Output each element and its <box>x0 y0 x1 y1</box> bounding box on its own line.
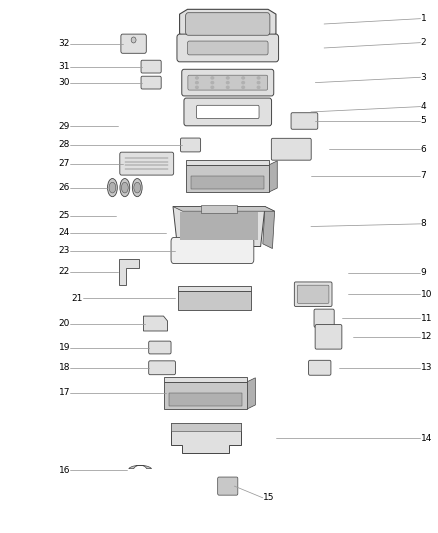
Ellipse shape <box>121 182 128 193</box>
Ellipse shape <box>257 86 260 88</box>
FancyBboxPatch shape <box>141 60 161 73</box>
Ellipse shape <box>131 37 136 43</box>
Polygon shape <box>180 212 258 240</box>
FancyBboxPatch shape <box>308 360 331 375</box>
FancyBboxPatch shape <box>188 75 268 90</box>
Text: 15: 15 <box>263 494 274 502</box>
Polygon shape <box>173 207 265 246</box>
FancyBboxPatch shape <box>184 98 272 126</box>
Ellipse shape <box>242 82 244 84</box>
Polygon shape <box>129 465 152 469</box>
Text: 2: 2 <box>420 38 426 47</box>
Text: 11: 11 <box>420 314 432 322</box>
Polygon shape <box>263 207 275 248</box>
FancyBboxPatch shape <box>291 112 318 129</box>
Text: 14: 14 <box>420 434 432 442</box>
Ellipse shape <box>257 82 260 84</box>
Text: 5: 5 <box>420 117 426 125</box>
FancyBboxPatch shape <box>197 106 259 118</box>
Text: 12: 12 <box>420 333 432 341</box>
Ellipse shape <box>120 179 130 197</box>
FancyBboxPatch shape <box>148 361 175 375</box>
Text: 19: 19 <box>59 343 70 352</box>
FancyBboxPatch shape <box>141 76 161 89</box>
Ellipse shape <box>196 77 198 79</box>
FancyBboxPatch shape <box>314 309 334 327</box>
Polygon shape <box>186 160 269 165</box>
Ellipse shape <box>226 86 229 88</box>
Text: 3: 3 <box>420 73 426 82</box>
Text: 27: 27 <box>59 159 70 168</box>
Polygon shape <box>143 316 167 331</box>
FancyBboxPatch shape <box>171 423 241 431</box>
FancyBboxPatch shape <box>315 325 342 349</box>
FancyBboxPatch shape <box>121 34 146 53</box>
Ellipse shape <box>257 77 260 79</box>
Text: 28: 28 <box>59 141 70 149</box>
Ellipse shape <box>226 77 229 79</box>
Ellipse shape <box>134 182 141 193</box>
FancyBboxPatch shape <box>180 138 201 152</box>
FancyBboxPatch shape <box>182 69 274 96</box>
Polygon shape <box>178 291 251 310</box>
Ellipse shape <box>211 82 214 84</box>
FancyBboxPatch shape <box>186 13 270 35</box>
FancyBboxPatch shape <box>218 477 238 495</box>
Ellipse shape <box>196 86 198 88</box>
Text: 13: 13 <box>420 364 432 372</box>
Text: 25: 25 <box>59 212 70 220</box>
Text: 17: 17 <box>59 389 70 397</box>
Polygon shape <box>201 206 237 213</box>
FancyBboxPatch shape <box>169 393 243 406</box>
FancyBboxPatch shape <box>297 285 329 303</box>
Polygon shape <box>171 423 241 453</box>
Text: 20: 20 <box>59 319 70 328</box>
Ellipse shape <box>132 179 142 197</box>
Text: 26: 26 <box>59 183 70 192</box>
Ellipse shape <box>107 179 117 197</box>
Polygon shape <box>173 207 275 211</box>
FancyBboxPatch shape <box>120 152 173 175</box>
Text: 1: 1 <box>420 14 426 23</box>
Text: 23: 23 <box>59 246 70 255</box>
FancyBboxPatch shape <box>171 237 254 263</box>
Polygon shape <box>186 165 269 192</box>
Ellipse shape <box>211 77 214 79</box>
FancyBboxPatch shape <box>294 282 332 306</box>
FancyBboxPatch shape <box>191 176 265 189</box>
Text: 8: 8 <box>420 220 426 228</box>
Text: 21: 21 <box>72 294 83 303</box>
Text: 31: 31 <box>59 62 70 71</box>
Text: 18: 18 <box>59 364 70 372</box>
Ellipse shape <box>226 82 229 84</box>
Polygon shape <box>247 378 255 409</box>
FancyBboxPatch shape <box>148 341 171 354</box>
Text: 7: 7 <box>420 172 426 180</box>
Text: 4: 4 <box>420 102 426 111</box>
Polygon shape <box>164 377 247 382</box>
Text: 9: 9 <box>420 269 426 277</box>
Text: 24: 24 <box>59 229 70 237</box>
Polygon shape <box>164 382 247 409</box>
Ellipse shape <box>242 86 244 88</box>
FancyBboxPatch shape <box>187 41 268 55</box>
Text: 30: 30 <box>59 78 70 87</box>
Text: 29: 29 <box>59 122 70 131</box>
Polygon shape <box>119 259 139 285</box>
Text: 22: 22 <box>59 268 70 276</box>
Polygon shape <box>180 9 276 39</box>
Text: 6: 6 <box>420 145 426 154</box>
FancyBboxPatch shape <box>177 34 279 62</box>
Polygon shape <box>178 287 251 291</box>
FancyBboxPatch shape <box>271 138 311 160</box>
Text: 16: 16 <box>59 466 70 474</box>
Polygon shape <box>269 161 277 192</box>
Text: 32: 32 <box>59 39 70 48</box>
Ellipse shape <box>109 182 116 193</box>
Ellipse shape <box>242 77 244 79</box>
Ellipse shape <box>196 82 198 84</box>
Text: 10: 10 <box>420 290 432 298</box>
Ellipse shape <box>211 86 214 88</box>
